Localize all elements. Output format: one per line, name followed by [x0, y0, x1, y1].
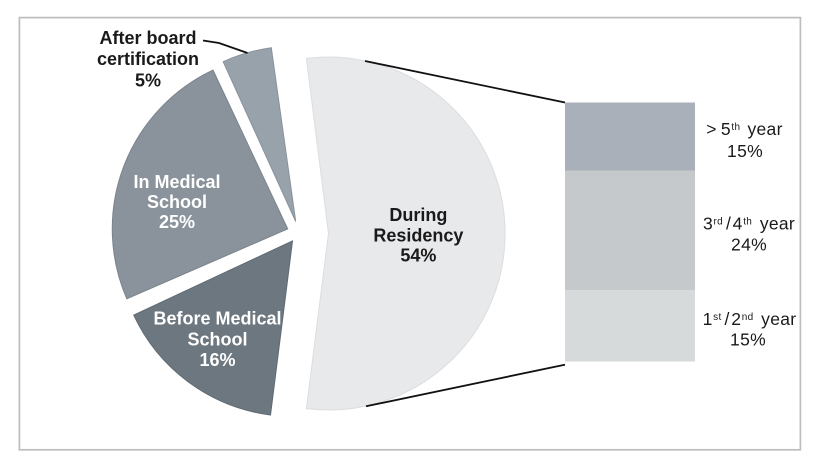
svg-text:certification: certification — [97, 49, 199, 69]
svg-text:25%: 25% — [159, 212, 195, 232]
svg-text:15%: 15% — [730, 330, 766, 350]
svg-text:School: School — [147, 192, 207, 212]
svg-text:16%: 16% — [199, 350, 235, 370]
svg-text:15%: 15% — [727, 141, 763, 161]
svg-text:24%: 24% — [731, 235, 767, 255]
svg-text:Before Medical: Before Medical — [153, 309, 281, 329]
svg-text:3rd/4th year: 3rd/4th year — [703, 213, 795, 233]
svg-text:Residency: Residency — [373, 225, 463, 245]
svg-text:5%: 5% — [135, 70, 161, 90]
svg-text:In Medical: In Medical — [133, 172, 220, 192]
svg-text:54%: 54% — [400, 246, 436, 266]
svg-text:>5th year: >5th year — [706, 119, 782, 139]
svg-text:1st/2nd year: 1st/2nd year — [703, 309, 797, 329]
svg-text:After board: After board — [99, 28, 196, 48]
svg-text:School: School — [187, 329, 247, 349]
svg-text:During: During — [389, 205, 447, 225]
